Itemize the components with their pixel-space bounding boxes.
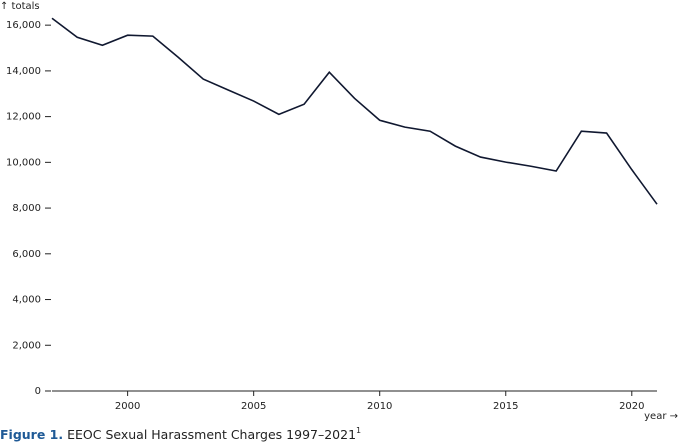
y-tick-label: 2,000 — [12, 340, 41, 351]
y-tick-label: 0 — [35, 386, 41, 397]
caption-footnote: 1 — [356, 426, 361, 435]
caption: Figure 1. EEOC Sexual Harassment Charges… — [0, 426, 361, 442]
y-tick-label: 6,000 — [12, 249, 41, 260]
y-tick-label: 12,000 — [6, 112, 41, 123]
y-tick-label: 16,000 — [6, 20, 41, 31]
data-line — [51, 17, 658, 205]
y-tick-label: 14,000 — [6, 66, 41, 77]
y-axis-label: ↑ totals — [0, 1, 40, 12]
x-tick-label: 2015 — [493, 401, 518, 412]
x-tick-label: 2010 — [367, 401, 392, 412]
x-axis-label: year → — [644, 411, 678, 422]
x-tick-label: 2000 — [115, 401, 140, 412]
y-tick-label: 10,000 — [6, 157, 41, 168]
caption-label: Figure 1. — [0, 427, 63, 442]
y-tick-label: 8,000 — [12, 203, 41, 214]
caption-text: EEOC Sexual Harassment Charges 1997–2021 — [67, 427, 356, 442]
x-tick-label: 2005 — [241, 401, 266, 412]
y-tick-label: 4,000 — [12, 295, 41, 306]
x-tick-label: 2020 — [619, 401, 644, 412]
